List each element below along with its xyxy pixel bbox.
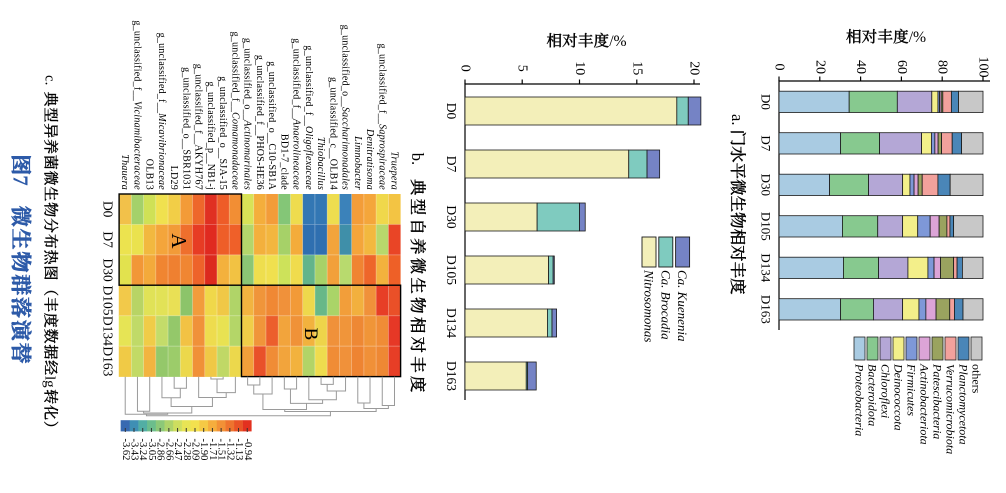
- svg-text:15: 15: [629, 61, 644, 75]
- svg-text:D7: D7: [444, 156, 459, 173]
- svg-text:20: 20: [812, 60, 827, 74]
- svg-text:Firmicutes: Firmicutes: [905, 363, 919, 416]
- svg-text:g_unclassified_o__SBR1031: g_unclassified_o__SBR1031: [181, 67, 192, 190]
- svg-text:D163: D163: [444, 361, 459, 391]
- svg-text:D134: D134: [759, 253, 774, 282]
- svg-text:Nitrosomonas: Nitrosomonas: [642, 269, 657, 342]
- svg-text:Limnobacter: Limnobacter: [352, 135, 363, 190]
- svg-text:Thauera: Thauera: [120, 154, 131, 190]
- svg-text:-2.28: -2.28: [181, 439, 192, 461]
- svg-text:80: 80: [935, 60, 950, 74]
- svg-text:g_unclassified_f__AKYH767: g_unclassified_f__AKYH767: [193, 64, 204, 190]
- svg-text:g_unclassified_o__Saccharimona: g_unclassified_o__Saccharimonadales: [340, 25, 351, 190]
- svg-text:20: 20: [687, 61, 702, 75]
- svg-text:0: 0: [458, 65, 473, 72]
- svg-text:Truepera: Truepera: [389, 151, 400, 190]
- svg-text:D30: D30: [101, 258, 116, 281]
- svg-text:lg: lg: [42, 376, 58, 388]
- svg-text:D30: D30: [759, 174, 774, 196]
- svg-text:-3.05: -3.05: [146, 439, 157, 461]
- svg-text:Proteobacteria: Proteobacteria: [853, 363, 867, 436]
- svg-text:g_unclassified_f__Saprospirace: g_unclassified_f__Saprospiraceae: [377, 44, 388, 191]
- svg-text:g_unclassified_p__NB1-j: g_unclassified_p__NB1-j: [205, 81, 216, 190]
- svg-text:-1.51: -1.51: [216, 439, 227, 461]
- svg-text:0: 0: [772, 64, 787, 71]
- svg-text:Ca. Brocadia: Ca. Brocadia: [658, 270, 673, 340]
- svg-text:Bacteroidota: Bacteroidota: [866, 364, 880, 426]
- svg-text:-1.71: -1.71: [207, 439, 218, 461]
- svg-text:g_unclassified_f__Comamonadace: g_unclassified_f__Comamonadaceae: [230, 31, 241, 190]
- svg-text:5: 5: [515, 65, 530, 72]
- svg-text:g_unclassified_f__Micavibriona: g_unclassified_f__Micavibrionaceae: [156, 33, 167, 191]
- svg-text:others: others: [970, 364, 984, 394]
- svg-text:/%: /%: [609, 33, 626, 50]
- svg-text:Planctomycetota: Planctomycetota: [957, 363, 971, 445]
- svg-text:D0: D0: [759, 94, 774, 110]
- svg-text:Ca. Kuenenia: Ca. Kuenenia: [675, 270, 690, 342]
- svg-text:7: 7: [9, 175, 33, 186]
- svg-text:10: 10: [572, 61, 587, 75]
- svg-text:Thiobacillus: Thiobacillus: [316, 137, 327, 190]
- svg-text:g_unclassified_c__OLB14: g_unclassified_c__OLB14: [328, 77, 339, 190]
- svg-text:Denitratisoma: Denitratisoma: [365, 128, 376, 190]
- svg-text:40: 40: [853, 60, 868, 74]
- svg-text:Patescibacteria: Patescibacteria: [931, 363, 945, 439]
- svg-text:D163: D163: [759, 295, 774, 324]
- svg-text:g_unclassified_o__SJA-15: g_unclassified_o__SJA-15: [218, 76, 229, 190]
- svg-text:-1.90: -1.90: [198, 439, 209, 461]
- svg-text:g_unclassified_f__Vicinamibact: g_unclassified_f__Vicinamibacteraceae: [132, 20, 143, 190]
- svg-text:D0: D0: [444, 103, 459, 120]
- svg-text:-3.24: -3.24: [137, 439, 148, 462]
- svg-text:-2.66: -2.66: [163, 439, 174, 461]
- svg-text:BD1-7_clade: BD1-7_clade: [279, 134, 290, 190]
- svg-text:Verrucomicrobiota: Verrucomicrobiota: [944, 364, 958, 454]
- svg-text:Deinococcota: Deinococcota: [892, 363, 906, 431]
- svg-text:g_unclassified_f__Oligoflexace: g_unclassified_f__Oligoflexaceae: [303, 45, 314, 190]
- svg-text:LD29: LD29: [169, 166, 180, 190]
- svg-text:Actinobacteriota: Actinobacteriota: [918, 363, 932, 445]
- svg-text:-1.32: -1.32: [224, 439, 235, 461]
- svg-text:Chloroflexi: Chloroflexi: [879, 364, 893, 418]
- svg-text:D0: D0: [101, 201, 116, 218]
- svg-text:-3.43: -3.43: [129, 439, 140, 461]
- svg-text:b.: b.: [408, 153, 427, 165]
- svg-text:OLB13: OLB13: [144, 159, 155, 190]
- svg-text:D134: D134: [101, 316, 116, 346]
- svg-text:g_unclassified_o__Actinomarina: g_unclassified_o__Actinomarinales: [242, 38, 253, 190]
- svg-text:60: 60: [894, 60, 909, 74]
- svg-text:D163: D163: [101, 346, 116, 376]
- svg-text:/%: /%: [909, 29, 926, 46]
- svg-text:B: B: [300, 328, 321, 341]
- svg-text:g_unclassified_f__PHOS-HE36: g_unclassified_f__PHOS-HE36: [254, 55, 265, 190]
- svg-text:-1.13: -1.13: [233, 439, 244, 461]
- svg-text:-2.09: -2.09: [189, 439, 200, 461]
- svg-text:A: A: [167, 233, 191, 249]
- svg-text:D134: D134: [444, 308, 459, 338]
- svg-text:D30: D30: [444, 205, 459, 228]
- svg-text:-2.86: -2.86: [155, 439, 166, 461]
- svg-text:D105: D105: [101, 286, 116, 316]
- svg-text:D7: D7: [101, 231, 116, 248]
- svg-text:D105: D105: [759, 212, 774, 241]
- svg-text:-2.47: -2.47: [172, 439, 183, 461]
- svg-text:a.: a.: [728, 114, 747, 125]
- svg-text:100: 100: [976, 57, 991, 78]
- svg-text:D7: D7: [759, 135, 774, 151]
- svg-text:c.: c.: [42, 75, 58, 85]
- svg-text:g_unclassified_o__C10-SB1A: g_unclassified_o__C10-SB1A: [267, 61, 278, 190]
- svg-text:-0.94: -0.94: [242, 439, 253, 462]
- svg-text:g_unclassified_f__Anaerolineac: g_unclassified_f__Anaerolineaceae: [291, 38, 302, 190]
- svg-text:-3.62: -3.62: [120, 439, 131, 461]
- svg-text:D105: D105: [444, 255, 459, 285]
